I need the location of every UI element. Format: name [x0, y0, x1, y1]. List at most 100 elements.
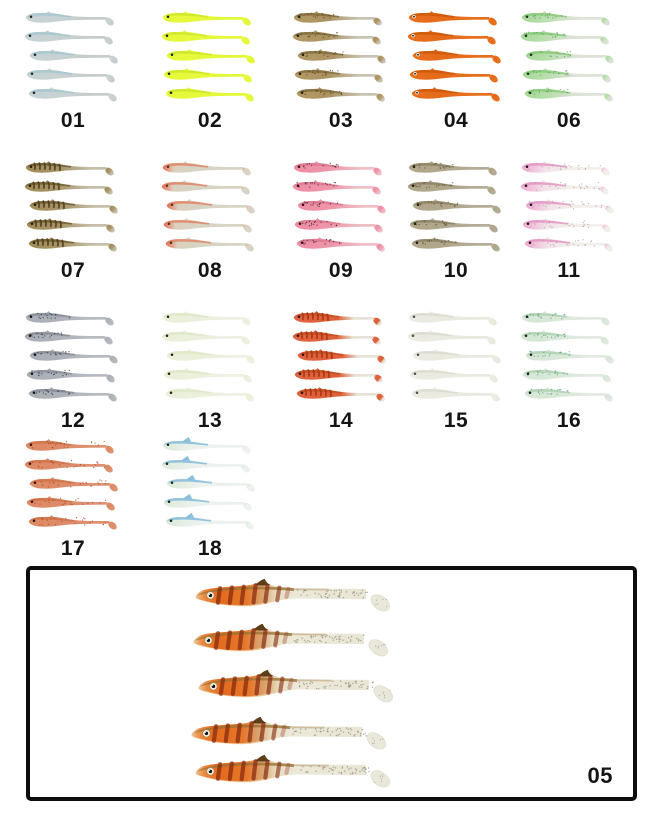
featured-lure-image [193, 623, 388, 657]
lure-image [294, 68, 383, 83]
lure-image [161, 330, 250, 345]
lure-image [521, 161, 610, 176]
lure-stack [20, 158, 126, 253]
variant-group-15: 15 [403, 308, 509, 431]
lure-stack [516, 158, 622, 253]
lure-image [525, 49, 614, 64]
lure-image [28, 387, 117, 402]
lure-image [520, 180, 609, 195]
lure-image [25, 11, 114, 26]
lure-image [161, 180, 250, 195]
variant-group-04: 04 [403, 8, 509, 131]
lure-image [162, 436, 251, 454]
lure-stack [403, 158, 509, 253]
lure-image [296, 237, 385, 252]
variant-group-06: 06 [516, 8, 622, 131]
lure-stack [20, 8, 126, 103]
lure-image [297, 349, 386, 364]
featured-lure-image [195, 754, 390, 788]
variant-group-13: 13 [157, 308, 263, 431]
lure-image [292, 330, 381, 345]
lure-image [29, 349, 118, 364]
lure-image [165, 237, 254, 252]
lure-image [407, 330, 496, 345]
lure-image [162, 311, 251, 326]
lure-image [407, 180, 496, 195]
lure-image [26, 68, 115, 83]
lure-image [411, 87, 500, 102]
lure-image [25, 439, 114, 454]
lure-image [163, 218, 252, 233]
variant-group-17: 17 [20, 436, 126, 559]
variant-number-label: 18 [197, 537, 223, 560]
variant-group-10: 10 [403, 158, 509, 281]
featured-lure [185, 575, 413, 617]
lure-image [28, 515, 117, 530]
lure-image [408, 161, 497, 176]
lure-image [293, 161, 382, 176]
lure-stack [516, 308, 622, 403]
featured-lure-image [191, 716, 386, 750]
lure-image [161, 30, 250, 45]
lure-image [296, 387, 385, 402]
variant-group-08: 08 [157, 158, 263, 281]
lure-image [28, 87, 117, 102]
lure-image [522, 218, 611, 233]
lure-stack [157, 436, 263, 531]
variant-group-02: 02 [157, 8, 263, 131]
variant-group-16: 16 [516, 308, 622, 431]
lure-image [29, 477, 118, 492]
lure-image [24, 180, 113, 195]
lure-stack [288, 158, 394, 253]
lure-image [292, 180, 381, 195]
lure-image [522, 368, 611, 383]
variant-number-label: 02 [197, 109, 223, 132]
featured-lure [188, 666, 416, 708]
lure-image [408, 311, 497, 326]
featured-lure-image [195, 578, 390, 612]
lure-stack [288, 8, 394, 103]
lure-stack [157, 308, 263, 403]
variant-number-label: 12 [60, 409, 86, 432]
lure-image [409, 218, 498, 233]
lure-image [26, 368, 115, 383]
variant-group-11: 11 [516, 158, 622, 281]
lure-image [520, 30, 609, 45]
lure-image [165, 87, 254, 102]
featured-variant-box: 05 [26, 566, 637, 801]
lure-image [163, 493, 252, 511]
lure-stack [157, 8, 263, 103]
variant-group-07: 07 [20, 158, 126, 281]
lure-image [166, 49, 255, 64]
lure-image [166, 199, 255, 214]
variant-number-label: 16 [556, 409, 582, 432]
variant-number-label: 01 [60, 109, 86, 132]
lure-image [165, 387, 254, 402]
lure-image [521, 11, 610, 26]
lure-image [294, 218, 383, 233]
featured-lure-image [198, 669, 393, 703]
lure-image [292, 30, 381, 45]
lure-image [411, 237, 500, 252]
variant-number-label: 08 [197, 259, 223, 282]
lure-image [163, 68, 252, 83]
lure-image [525, 349, 614, 364]
variant-group-18: 18 [157, 436, 263, 559]
lure-image [297, 49, 386, 64]
lure-image [296, 87, 385, 102]
lure-stack [20, 436, 126, 531]
lure-image [26, 218, 115, 233]
variant-number-label: 10 [443, 259, 469, 282]
variant-number-label: 03 [328, 109, 354, 132]
variant-group-03: 03 [288, 8, 394, 131]
lure-image [29, 49, 118, 64]
variant-number-label: 13 [197, 409, 223, 432]
lure-image [293, 311, 382, 326]
lure-image [407, 30, 496, 45]
lure-image [161, 455, 250, 473]
featured-lure [185, 751, 413, 793]
lure-image [412, 199, 501, 214]
lure-image [26, 496, 115, 511]
lure-image [411, 387, 500, 402]
